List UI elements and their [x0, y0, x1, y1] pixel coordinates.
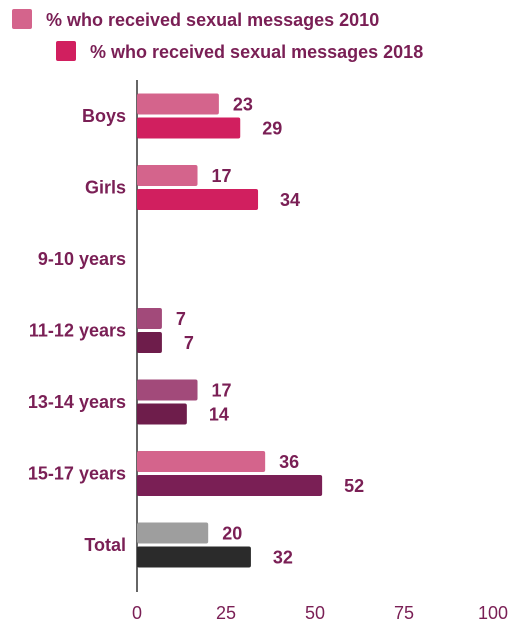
x-tick-label: 50 [305, 603, 325, 623]
legend-label-1: % who received sexual messages 2010 [46, 10, 379, 30]
bar-2010 [137, 308, 162, 329]
category-label: 15-17 years [28, 464, 126, 484]
category-label: Boys [82, 106, 126, 126]
bar-2018 [137, 332, 162, 353]
value-label-2010: 20 [222, 524, 242, 544]
legend-swatch-1 [12, 9, 32, 29]
value-label-2010: 23 [233, 95, 253, 115]
bar-2010 [137, 522, 209, 544]
category-label: 9-10 years [38, 249, 126, 269]
bar-2010 [137, 165, 198, 186]
value-label-2018: 32 [273, 548, 293, 568]
x-tick-label: 100 [478, 603, 508, 623]
bar-2018 [137, 117, 241, 139]
bar-2018 [137, 189, 259, 210]
value-label-2010: 7 [176, 309, 186, 329]
category-label: Girls [85, 178, 126, 198]
bar-2010 [137, 451, 266, 472]
value-label-2010: 17 [212, 381, 232, 401]
value-label-2018: 29 [262, 119, 282, 139]
legend-label-2: % who received sexual messages 2018 [90, 42, 423, 62]
bar-2010 [137, 379, 198, 401]
x-tick-label: 25 [216, 603, 236, 623]
bar-2018 [137, 403, 187, 425]
value-label-2018: 34 [280, 190, 300, 210]
bar-2018 [137, 546, 251, 568]
value-label-2018: 52 [344, 476, 364, 496]
category-label: 13-14 years [28, 392, 126, 412]
bar-2018 [137, 475, 323, 496]
x-tick-label: 0 [132, 603, 142, 623]
value-label-2010: 17 [212, 166, 232, 186]
category-label: Total [84, 535, 126, 555]
value-label-2018: 14 [209, 405, 229, 425]
value-label-2010: 36 [279, 452, 299, 472]
bar-2010 [137, 93, 219, 115]
category-label: 11-12 years [29, 321, 126, 341]
legend-swatch-2 [56, 41, 76, 61]
x-tick-label: 75 [394, 603, 414, 623]
value-label-2018: 7 [184, 333, 194, 353]
